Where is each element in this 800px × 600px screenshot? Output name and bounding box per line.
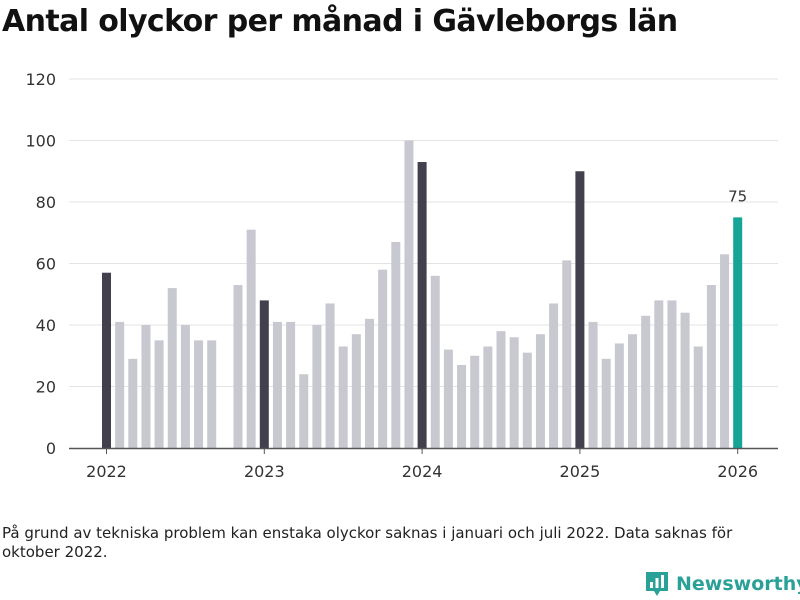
bar (194, 340, 204, 448)
brand-name: Newsworthy (676, 573, 800, 595)
x-tick-label: 2025 (560, 462, 601, 481)
bars (102, 140, 743, 448)
bar-chart: 0 20 40 60 80 100 120 2022 2023 2024 2025 2026 75 (25, 70, 778, 481)
bar (628, 334, 637, 448)
bar (365, 318, 374, 448)
footnote: På grund av tekniska problem kan enstaka… (2, 524, 733, 561)
bar (641, 315, 651, 448)
bar (522, 352, 532, 448)
y-tick-label: 60 (36, 255, 56, 274)
bar (733, 217, 743, 448)
data-labels: 75 (728, 187, 747, 205)
bar (154, 340, 164, 448)
bar (535, 334, 545, 448)
bar (575, 171, 585, 448)
bar (351, 334, 361, 448)
bar (443, 349, 453, 448)
chart-title: Antal olyckor per månad i Gävleborgs län (2, 4, 678, 39)
data-label: 75 (728, 187, 747, 205)
y-axis-ticks: 0 20 40 60 80 100 120 (25, 70, 56, 458)
y-tick-label: 100 (25, 132, 56, 151)
x-axis-ticks: 2022 2023 2024 2025 2026 (86, 448, 758, 481)
y-tick-label: 40 (36, 316, 56, 335)
bar (141, 325, 151, 448)
bar (720, 254, 730, 448)
y-tick-label: 80 (36, 193, 56, 212)
bar (457, 364, 467, 448)
bar (272, 321, 282, 448)
bar (562, 260, 572, 448)
bar (654, 300, 664, 448)
bar (180, 325, 190, 448)
bar (259, 300, 269, 448)
x-tick-label: 2023 (244, 462, 285, 481)
bar (706, 285, 716, 448)
bar (286, 321, 296, 448)
newsworthy-brand[interactable]: Newsworthy (644, 570, 800, 598)
bar (207, 340, 217, 448)
bar (667, 300, 677, 448)
newsworthy-logo-icon (646, 572, 668, 596)
y-tick-label: 120 (25, 70, 56, 89)
bar (299, 374, 309, 448)
bar (167, 288, 177, 448)
bar (483, 346, 493, 448)
y-tick-label: 0 (46, 439, 56, 458)
bar (404, 140, 414, 448)
bar (417, 162, 427, 448)
bar (549, 303, 559, 448)
bar (246, 229, 256, 448)
bar (509, 337, 519, 448)
bar (588, 321, 598, 448)
bar (312, 325, 322, 448)
bar (680, 312, 690, 448)
bar (430, 275, 440, 448)
bar (378, 269, 388, 448)
bar (614, 343, 624, 448)
bar (470, 355, 480, 448)
bar (325, 303, 335, 448)
bar (496, 331, 506, 448)
x-tick-label: 2024 (402, 462, 443, 481)
bar (233, 285, 243, 448)
bar (693, 346, 703, 448)
bar (338, 346, 348, 448)
bar (128, 358, 138, 448)
x-tick-label: 2026 (717, 462, 758, 481)
bar (102, 272, 111, 448)
y-tick-label: 20 (36, 378, 56, 397)
bar (391, 241, 401, 448)
x-tick-label: 2022 (86, 462, 127, 481)
bar (601, 358, 611, 448)
bar (115, 321, 125, 448)
